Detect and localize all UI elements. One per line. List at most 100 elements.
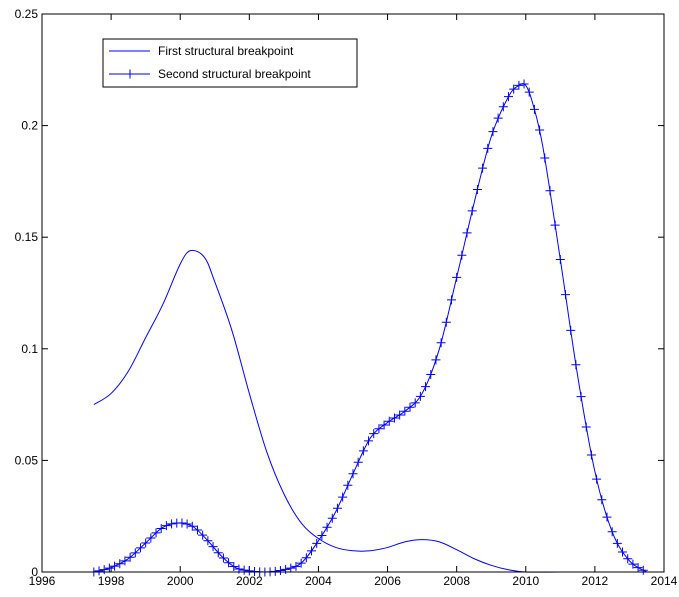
legend: First structural breakpoint Second struc… [102, 38, 358, 88]
plus-marker [353, 457, 363, 467]
plus-marker [498, 102, 508, 112]
plus-marker [94, 566, 104, 576]
plus-marker [566, 325, 576, 335]
plus-marker [400, 406, 410, 416]
plus-marker [203, 536, 213, 546]
x-tick-label: 2010 [512, 574, 539, 588]
plus-marker [581, 422, 591, 432]
plus-marker [338, 492, 348, 502]
legend-box [102, 38, 358, 88]
plus-marker [177, 518, 187, 528]
plus-marker [146, 533, 156, 543]
plus-marker [99, 565, 109, 575]
plus-marker [332, 503, 342, 513]
plus-marker [586, 450, 596, 460]
plus-marker [519, 79, 529, 89]
plus-marker [327, 513, 337, 523]
x-tick-label: 2014 [651, 574, 678, 588]
y-tick-label: 0.05 [15, 453, 39, 467]
plus-marker [405, 402, 415, 412]
plus-marker [198, 530, 208, 540]
series-layer [89, 79, 648, 577]
y-tick-label: 0.1 [21, 342, 38, 356]
plus-marker [364, 436, 374, 446]
plus-marker [467, 206, 477, 216]
plus-marker [488, 127, 498, 137]
plus-marker [602, 512, 612, 522]
plus-marker [275, 566, 285, 576]
plus-marker [431, 355, 441, 365]
plus-marker [478, 163, 488, 173]
plus-marker [576, 392, 586, 402]
plus-marker [120, 556, 130, 566]
plus-marker [291, 561, 301, 571]
plus-marker [130, 548, 140, 558]
plus-marker [421, 382, 431, 392]
plus-marker [193, 525, 202, 535]
plus-marker [555, 255, 565, 265]
plus-marker [426, 369, 436, 379]
plus-marker [182, 519, 192, 529]
series-2 [89, 79, 648, 577]
plus-marker [167, 519, 177, 529]
plus-marker [446, 295, 456, 305]
plus-marker [115, 559, 125, 569]
plus-marker [618, 547, 628, 557]
plus-marker [141, 538, 151, 548]
plus-marker [135, 543, 145, 553]
y-tick-label: 0.15 [15, 230, 39, 244]
y-tick-label: 0.25 [15, 7, 39, 21]
series-1 [93, 249, 647, 573]
plus-marker [187, 521, 197, 531]
plus-marker [410, 398, 420, 408]
plus-marker [213, 548, 223, 558]
plus-marker [358, 446, 368, 456]
plus-marker [514, 80, 524, 90]
y-axis-ticks: 0 0.05 0.1 0.15 0.2 0.25 [15, 7, 664, 579]
plus-marker [415, 391, 425, 401]
plus-marker [312, 538, 322, 548]
plus-marker [270, 566, 280, 576]
plus-marker [229, 562, 239, 572]
series-line [93, 249, 647, 573]
plus-marker [286, 563, 296, 573]
plus-marker [592, 474, 602, 484]
plus-marker [218, 553, 228, 563]
plus-marker [561, 290, 571, 300]
plus-marker [296, 558, 306, 568]
y-tick-label: 0 [31, 565, 38, 579]
plus-marker [384, 416, 394, 426]
plus-marker [540, 153, 550, 163]
plus-marker [322, 522, 332, 532]
x-tick-label: 1998 [98, 574, 125, 588]
legend-label-second: Second structural breakpoint [158, 67, 311, 81]
legend-label-first: First structural breakpoint [158, 44, 294, 58]
plus-marker [348, 469, 358, 479]
plus-marker [441, 317, 451, 327]
plus-marker [628, 559, 638, 569]
plus-marker [395, 410, 405, 420]
plus-marker [472, 184, 482, 194]
plus-marker [389, 413, 399, 423]
plus-marker [436, 338, 446, 348]
plus-marker [307, 546, 317, 556]
plus-marker [550, 220, 560, 230]
plus-marker [369, 429, 379, 439]
plus-marker [524, 87, 534, 97]
plus-marker [239, 565, 249, 575]
plus-marker [343, 480, 353, 490]
plus-marker [633, 563, 643, 573]
x-tick-label: 2012 [582, 574, 609, 588]
legend-marker-second [125, 69, 135, 79]
y-tick-label: 0.2 [21, 119, 38, 133]
plus-marker [483, 143, 493, 153]
plus-marker [244, 566, 254, 576]
plus-marker [504, 92, 513, 102]
plus-marker [457, 250, 467, 260]
x-tick-label: 1996 [29, 574, 56, 588]
plus-marker [452, 272, 462, 282]
plus-marker [104, 563, 114, 573]
plot-background [42, 14, 664, 572]
plus-marker [156, 523, 166, 533]
